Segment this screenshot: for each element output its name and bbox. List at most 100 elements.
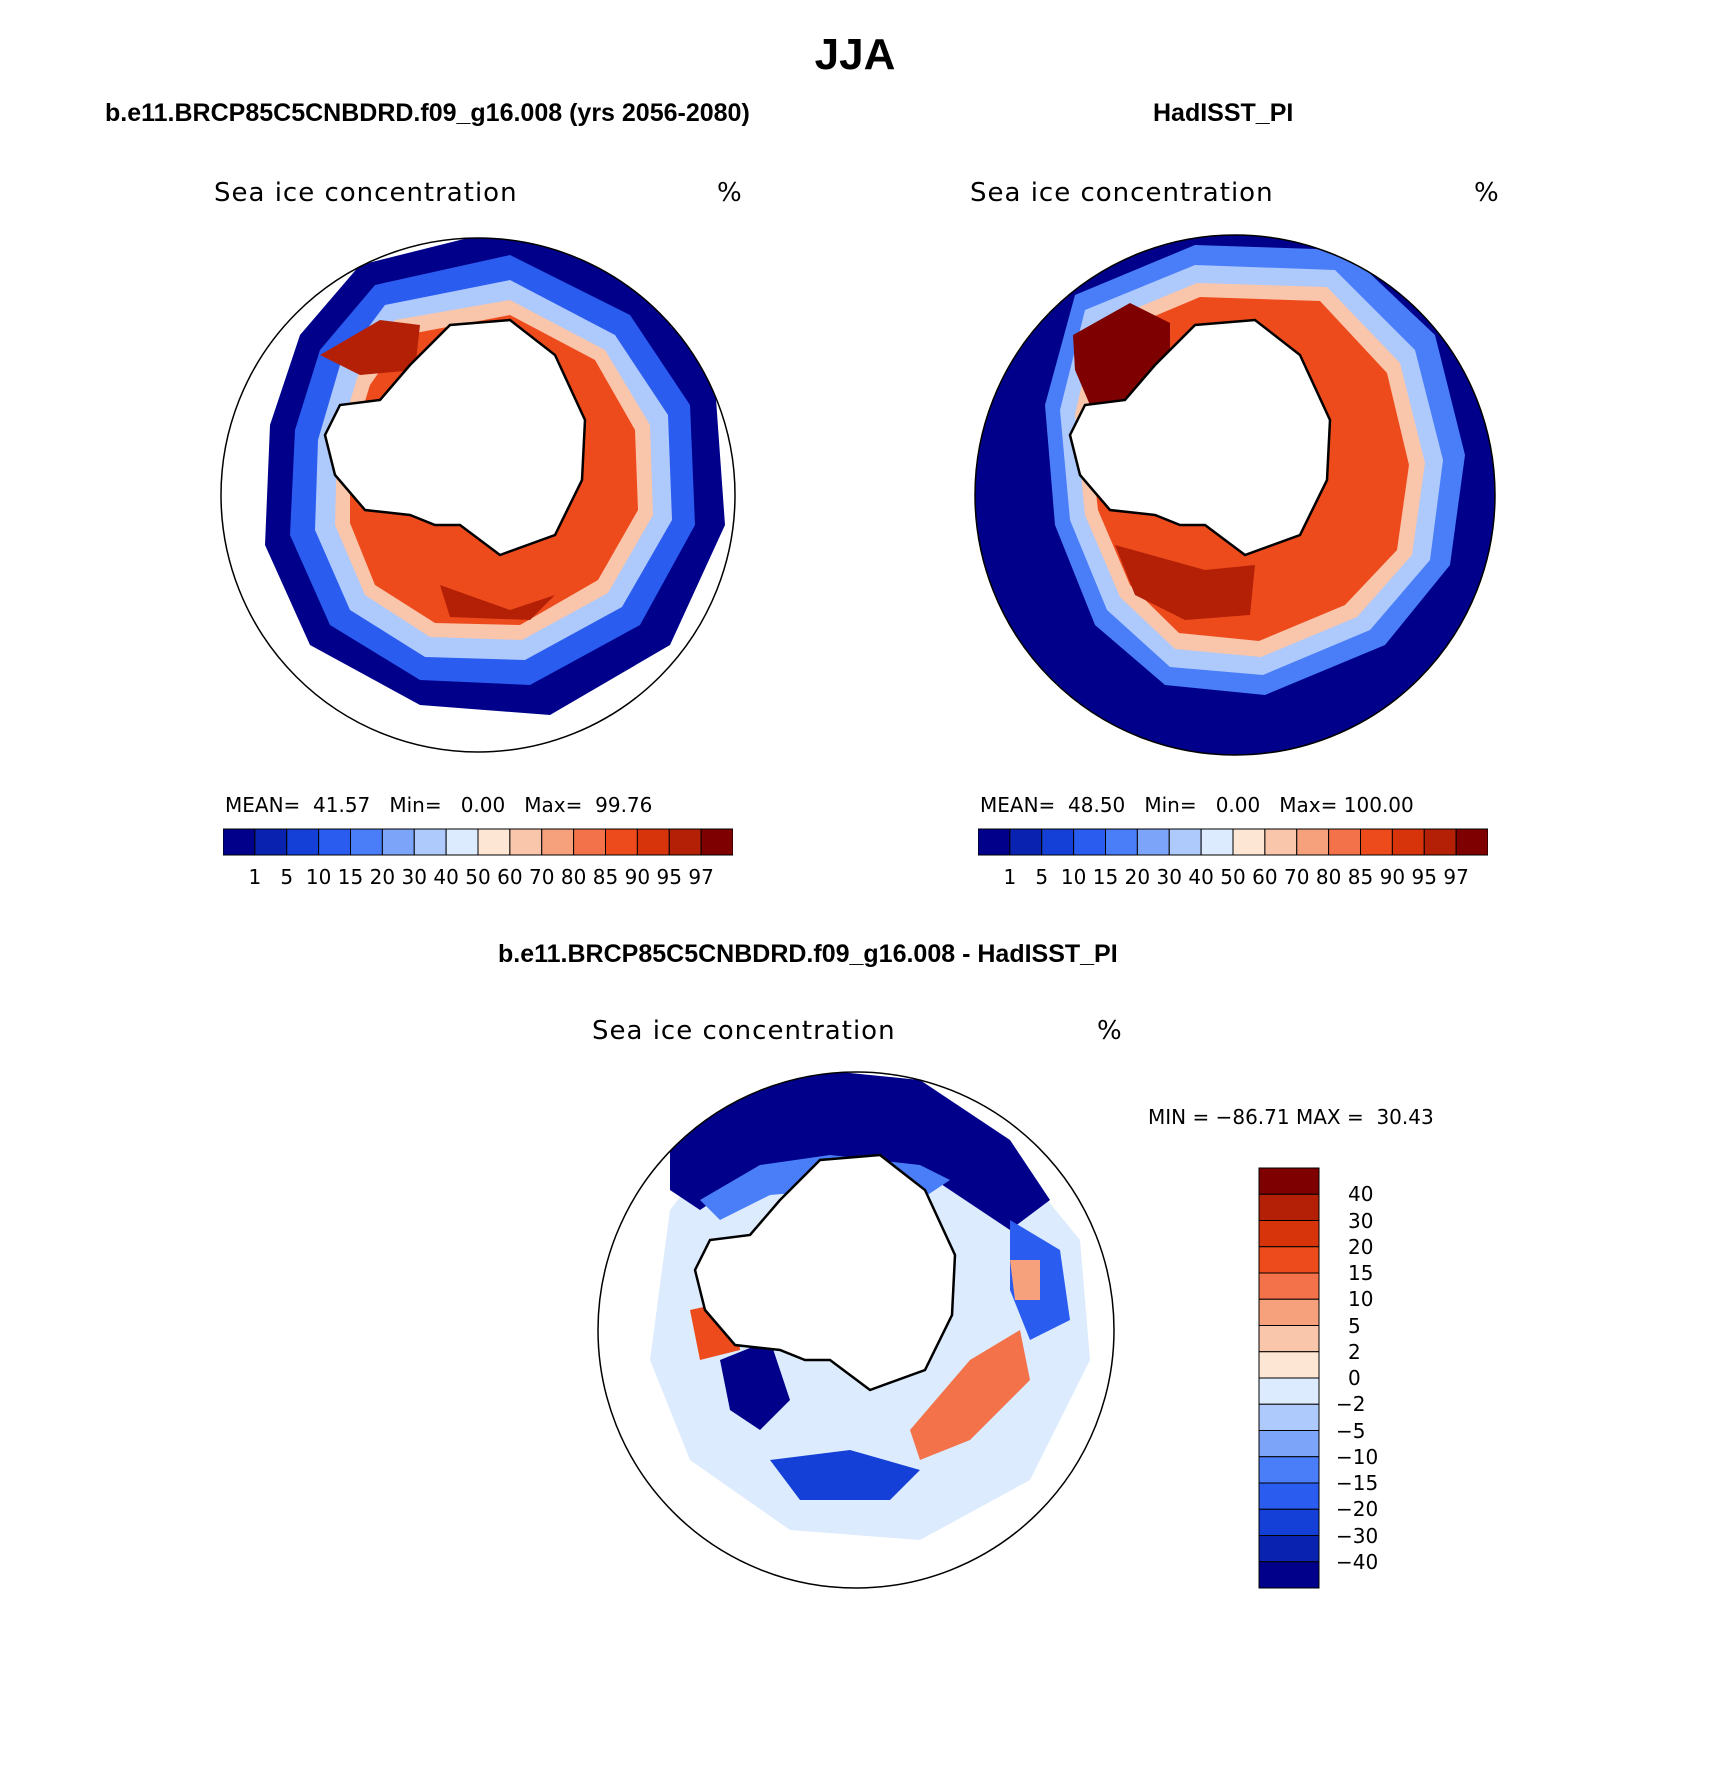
right-colorbar-tick-label: 85 [1347, 865, 1374, 889]
diff-colorbar-swatch [1258, 1246, 1320, 1274]
diff-colorbar-swatch [1258, 1430, 1320, 1458]
right-ice-dark-red-2 [1115, 545, 1255, 620]
right-colorbar-swatch [1136, 828, 1170, 856]
diff-colorbar-tick-label: −5 [1336, 1418, 1366, 1443]
right-mean-value: 48.50 [1068, 793, 1126, 817]
diff-colorbar-tick-label: 5 [1348, 1313, 1361, 1338]
diff-colorbar-tick-label: −40 [1336, 1549, 1379, 1574]
right-variable-label: Sea ice concentration [970, 178, 1274, 208]
left-colorbar-swatch [350, 828, 383, 856]
diff-panel-title: b.e11.BRCP85C5CNBDRD.f09_g16.008 - HadIS… [498, 940, 1118, 968]
diff-colorbar-tick-label: −10 [1336, 1444, 1379, 1469]
right-colorbar-swatch [1105, 828, 1138, 856]
diff-colorbar [1258, 1167, 1320, 1589]
diff-pos-right [910, 1330, 1030, 1460]
diff-colorbar-tick-label: 10 [1348, 1287, 1374, 1312]
left-max-label: Max= [524, 793, 583, 817]
right-colorbar-swatch [1041, 828, 1075, 856]
left-colorbar-tick-label: 5 [280, 865, 294, 889]
right-colorbar-tick-label: 60 [1252, 865, 1278, 889]
left-colorbar-swatch [541, 828, 575, 856]
right-colorbar-swatch [1391, 828, 1425, 856]
left-colorbar-tick-label: 40 [433, 865, 459, 889]
diff-variable-label: Sea ice concentration [592, 1016, 896, 1046]
diff-antarctica [693, 1153, 957, 1392]
left-colorbar-tick-label: 85 [592, 865, 619, 889]
right-colorbar-swatch [978, 828, 1011, 856]
diff-colorbar-swatch [1258, 1456, 1320, 1484]
right-antarctica [1068, 318, 1332, 557]
left-colorbar-swatch [223, 828, 256, 856]
diff-units-label: % [1097, 1016, 1123, 1046]
right-max-value: 100.00 [1343, 793, 1414, 817]
right-panel-title: HadISST_PI [1153, 99, 1294, 127]
diff-colorbar-tick-label: −2 [1336, 1392, 1366, 1417]
left-colorbar-swatch [509, 828, 543, 856]
diff-neg-bottom [770, 1450, 920, 1500]
left-mean-value: 41.57 [313, 793, 371, 817]
left-colorbar-swatch [413, 828, 447, 856]
left-units-label: % [717, 178, 743, 208]
left-colorbar-tick-label: 30 [401, 865, 427, 889]
right-mean-label: MEAN= [980, 793, 1056, 817]
left-colorbar-swatch [318, 828, 351, 856]
right-colorbar-swatch [1232, 828, 1266, 856]
right-colorbar-tick-label: 90 [1379, 865, 1406, 889]
right-colorbar-swatch [1168, 828, 1202, 856]
diff-colorbar-tick-label: 40 [1348, 1182, 1374, 1207]
diff-colorbar-swatch [1258, 1377, 1320, 1405]
diff-colorbar-swatch [1258, 1351, 1320, 1379]
diff-pos-right-2 [1010, 1260, 1040, 1300]
right-colorbar-tick-label: 1 [1003, 865, 1017, 889]
left-colorbar-tick-label: 15 [337, 865, 364, 889]
right-colorbar-tick-label: 15 [1092, 865, 1119, 889]
right-min-value: 0.00 [1215, 793, 1261, 817]
left-colorbar-swatch [636, 828, 670, 856]
right-units-label: % [1474, 178, 1500, 208]
diff-colorbar-labels: 40 30 20 15 10 5 2 0 −2 −5 −10 −15 −20 −30 −40 [1336, 1167, 1456, 1591]
diff-polar-map [597, 1071, 1115, 1589]
right-min-label: Min= [1144, 793, 1197, 817]
left-ice-dark-red [320, 320, 420, 375]
left-colorbar-swatch [286, 828, 320, 856]
right-colorbar-tick-label: 40 [1188, 865, 1214, 889]
left-colorbar-tick-label: 70 [529, 865, 555, 889]
left-colorbar-swatch [445, 828, 479, 856]
right-colorbar-swatch [1423, 828, 1457, 856]
left-panel-title: b.e11.BRCP85C5CNBDRD.f09_g16.008 (yrs 20… [105, 99, 750, 127]
right-colorbar-swatch [1009, 828, 1043, 856]
left-min-label: Min= [389, 793, 442, 817]
right-stats: MEAN= 48.50 Min= 0.00 Max= 100.00 [980, 793, 1414, 817]
diff-max-value: 30.43 [1376, 1105, 1434, 1129]
right-colorbar-swatch [1360, 828, 1393, 856]
diff-colorbar-swatch [1258, 1220, 1320, 1248]
diff-colorbar-swatch [1258, 1167, 1320, 1195]
diff-colorbar-tick-label: 0 [1348, 1366, 1361, 1390]
left-mean-label: MEAN= [225, 793, 301, 817]
diff-min-label: MIN = [1148, 1105, 1210, 1129]
right-colorbar-swatch [1200, 828, 1234, 856]
diff-colorbar-swatch [1258, 1272, 1320, 1300]
left-colorbar-tick-label: 90 [624, 865, 651, 889]
diff-colorbar-tick-label: 2 [1348, 1339, 1361, 1364]
diff-min-value: −86.71 [1215, 1105, 1290, 1129]
right-colorbar-swatch [1073, 828, 1106, 856]
right-colorbar-tick-label: 30 [1156, 865, 1182, 889]
left-colorbar [223, 828, 733, 856]
left-colorbar-swatch [477, 828, 511, 856]
left-max-value: 99.76 [595, 793, 653, 817]
diff-colorbar-tick-label: 30 [1348, 1208, 1374, 1233]
left-colorbar-swatch [700, 828, 733, 856]
right-colorbar [978, 828, 1488, 856]
left-ice-dark-red-2 [440, 585, 555, 620]
right-colorbar-swatch [1455, 828, 1488, 856]
diff-colorbar-swatch [1258, 1403, 1320, 1431]
right-colorbar-swatch [1264, 828, 1298, 856]
diff-neg-left [720, 1340, 790, 1430]
left-min-value: 0.00 [460, 793, 506, 817]
right-max-label: Max= [1279, 793, 1338, 817]
diff-colorbar-tick-label: −30 [1336, 1523, 1379, 1548]
left-colorbar-tick-label: 20 [369, 865, 396, 889]
diff-colorbar-swatch [1258, 1561, 1320, 1589]
diff-colorbar-tick-label: 20 [1348, 1234, 1374, 1259]
